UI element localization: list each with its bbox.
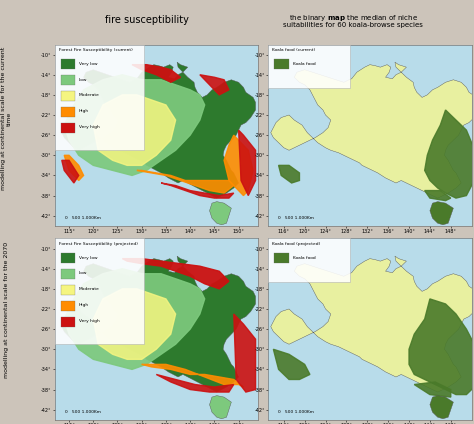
Polygon shape <box>156 374 234 392</box>
Text: Koala food (projected): Koala food (projected) <box>272 242 320 246</box>
Text: Low: Low <box>79 78 87 81</box>
FancyBboxPatch shape <box>55 238 144 343</box>
Polygon shape <box>64 75 205 176</box>
Polygon shape <box>271 62 474 198</box>
FancyBboxPatch shape <box>61 123 75 133</box>
Polygon shape <box>62 160 79 183</box>
Polygon shape <box>279 165 300 183</box>
FancyBboxPatch shape <box>61 107 75 117</box>
Text: Moderate: Moderate <box>79 287 100 291</box>
Text: Very low: Very low <box>79 61 98 66</box>
Text: Very high: Very high <box>79 126 100 129</box>
FancyBboxPatch shape <box>268 238 349 282</box>
Text: modelling at continental scale for the 2070: modelling at continental scale for the 2… <box>4 241 9 378</box>
Text: modelling at continental scale for the current
time: modelling at continental scale for the c… <box>1 47 11 190</box>
Text: Koala food (current): Koala food (current) <box>272 48 315 52</box>
Text: 0   500 1.000Km: 0 500 1.000Km <box>278 216 314 220</box>
Polygon shape <box>64 269 205 369</box>
Text: Koala food: Koala food <box>292 256 315 259</box>
FancyBboxPatch shape <box>55 45 144 150</box>
FancyBboxPatch shape <box>61 59 75 69</box>
Polygon shape <box>238 130 255 195</box>
Polygon shape <box>93 95 176 165</box>
FancyBboxPatch shape <box>268 45 349 88</box>
Text: Moderate: Moderate <box>79 93 100 98</box>
Polygon shape <box>224 135 253 195</box>
Polygon shape <box>210 396 231 419</box>
Polygon shape <box>271 256 474 392</box>
Text: Low: Low <box>79 271 87 276</box>
Text: fire susceptibility: fire susceptibility <box>105 15 189 25</box>
Polygon shape <box>93 289 176 359</box>
Polygon shape <box>62 256 255 392</box>
Polygon shape <box>273 349 310 379</box>
Text: Koala food: Koala food <box>292 61 315 66</box>
FancyBboxPatch shape <box>61 285 75 295</box>
Polygon shape <box>200 75 229 95</box>
Text: Very low: Very low <box>79 256 98 259</box>
Text: 0   500 1.000Km: 0 500 1.000Km <box>64 410 100 414</box>
FancyBboxPatch shape <box>61 269 75 279</box>
Text: Forest Fire Susceptibility (projected): Forest Fire Susceptibility (projected) <box>59 242 137 246</box>
Polygon shape <box>210 202 231 225</box>
Polygon shape <box>132 65 181 82</box>
FancyBboxPatch shape <box>61 253 75 263</box>
Polygon shape <box>161 183 234 198</box>
Polygon shape <box>62 62 255 198</box>
Polygon shape <box>430 202 453 225</box>
Polygon shape <box>425 110 474 198</box>
Text: the binary $\mathbf{map}$ the median of niche: the binary $\mathbf{map}$ the median of … <box>289 13 418 23</box>
Text: Forest Fire Susceptibility (current): Forest Fire Susceptibility (current) <box>59 48 132 52</box>
Polygon shape <box>414 382 451 397</box>
FancyBboxPatch shape <box>61 75 75 85</box>
FancyBboxPatch shape <box>274 253 289 263</box>
Text: High: High <box>79 109 89 113</box>
Polygon shape <box>234 314 255 392</box>
Polygon shape <box>122 259 229 289</box>
FancyBboxPatch shape <box>61 317 75 327</box>
Polygon shape <box>425 190 451 201</box>
Text: suitabilities for 60 koala-browse species: suitabilities for 60 koala-browse specie… <box>283 22 423 28</box>
Text: High: High <box>79 304 89 307</box>
FancyBboxPatch shape <box>61 301 75 311</box>
Text: 0   500 1.000Km: 0 500 1.000Km <box>278 410 314 414</box>
Polygon shape <box>137 170 234 193</box>
FancyBboxPatch shape <box>61 91 75 101</box>
Polygon shape <box>409 299 474 395</box>
Polygon shape <box>64 155 83 181</box>
Text: 0   500 1.000Km: 0 500 1.000Km <box>64 216 100 220</box>
FancyBboxPatch shape <box>274 59 289 69</box>
Polygon shape <box>142 364 244 387</box>
Text: Very high: Very high <box>79 319 100 324</box>
Polygon shape <box>430 396 453 419</box>
